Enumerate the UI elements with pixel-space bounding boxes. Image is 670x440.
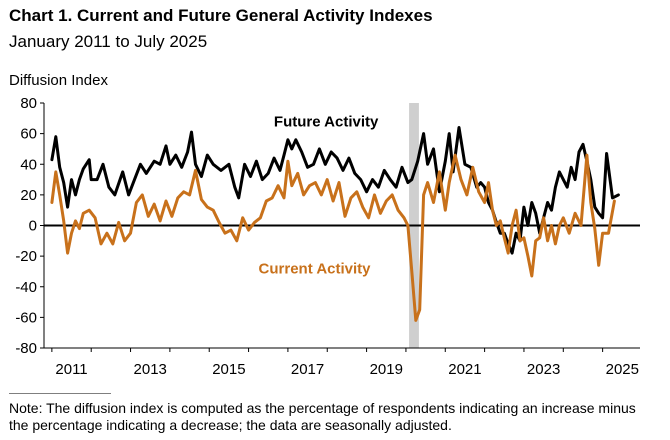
current-activity-series-label: Current Activity bbox=[259, 260, 372, 277]
x-tick-label: 2015 bbox=[212, 361, 245, 378]
y-tick-label: -20 bbox=[15, 248, 37, 265]
x-tick-label: 2025 bbox=[606, 361, 639, 378]
x-tick-label: 2013 bbox=[134, 361, 167, 378]
y-tick-label: -80 bbox=[15, 340, 37, 357]
y-tick-label: 60 bbox=[20, 126, 37, 143]
y-tick-label: -40 bbox=[15, 279, 37, 296]
x-tick-label: 2011 bbox=[55, 361, 87, 378]
x-tick-label: 2021 bbox=[448, 361, 481, 378]
note-divider bbox=[9, 393, 111, 394]
chart-subtitle: January 2011 to July 2025 bbox=[9, 32, 208, 51]
y-tick-label: 40 bbox=[20, 156, 37, 173]
chart-title: Chart 1. Current and Future General Acti… bbox=[9, 6, 433, 25]
x-tick-label: 2017 bbox=[291, 361, 324, 378]
y-tick-label: -60 bbox=[15, 309, 37, 326]
y-tick-label: 0 bbox=[29, 218, 37, 235]
current-activity-line bbox=[50, 153, 616, 322]
y-axis-label: Diffusion Index bbox=[9, 72, 108, 89]
chart-note: Note: The diffusion index is computed as… bbox=[9, 400, 636, 433]
y-tick-label: 20 bbox=[20, 187, 37, 204]
x-tick-label: 2019 bbox=[370, 361, 403, 378]
future-activity-series-label: Future Activity bbox=[274, 113, 379, 130]
x-tick-label: 2023 bbox=[527, 361, 560, 378]
y-tick-label: 80 bbox=[20, 95, 37, 112]
